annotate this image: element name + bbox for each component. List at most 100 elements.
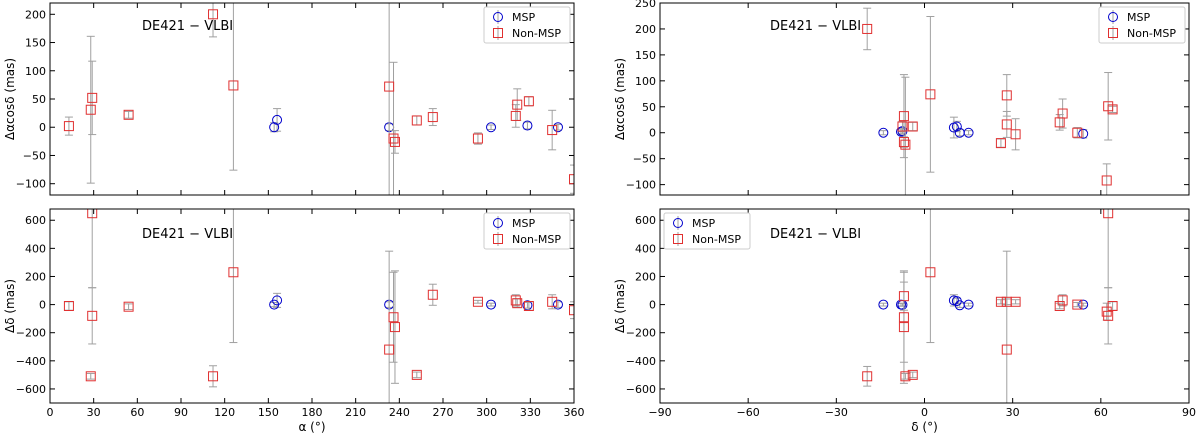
x-tick-label: 60 bbox=[1094, 406, 1108, 419]
msp-point bbox=[522, 120, 533, 131]
legend-msp-marker bbox=[673, 218, 683, 228]
nonmsp-point bbox=[898, 312, 909, 323]
legend-msp-marker bbox=[493, 218, 503, 228]
nonmsp-point bbox=[228, 80, 239, 91]
y-tick-label: 0 bbox=[649, 299, 656, 312]
nonmsp-point bbox=[427, 289, 438, 300]
legend-box bbox=[483, 212, 571, 250]
nonmsp-point bbox=[898, 111, 909, 122]
y-tick-label: −400 bbox=[16, 355, 46, 368]
x-tick-label: 180 bbox=[302, 406, 323, 419]
panel-title: DE421 − VLBI bbox=[770, 227, 861, 242]
msp-point bbox=[269, 122, 280, 133]
legend-box bbox=[663, 212, 751, 250]
legend-nonmsp-marker bbox=[673, 234, 683, 244]
legend-box bbox=[1098, 6, 1186, 44]
y-tick-label: 600 bbox=[635, 214, 656, 227]
legend-label: MSP bbox=[692, 217, 715, 230]
plot-frame bbox=[659, 208, 1190, 404]
x-tick-label: 90 bbox=[1182, 406, 1196, 419]
legend-label: Non-MSP bbox=[1127, 27, 1176, 40]
y-tick-label: 0 bbox=[649, 127, 656, 140]
plot-frame bbox=[659, 2, 1190, 196]
plot-area bbox=[862, 209, 1118, 403]
nonmsp-point bbox=[208, 9, 219, 20]
y-tick-label: 100 bbox=[25, 65, 46, 78]
x-tick-label: 300 bbox=[476, 406, 497, 419]
x-axis-label: δ (°) bbox=[911, 420, 938, 434]
nonmsp-point bbox=[898, 291, 909, 302]
nonmsp-point bbox=[569, 305, 574, 316]
x-tick-label: 0 bbox=[47, 406, 54, 419]
y-tick-label: 400 bbox=[25, 242, 46, 255]
panel-ra-ddec: 0 30 60 90 120 150 180 210 240 270 300 330 360 −600 −4… bbox=[3, 208, 585, 434]
nonmsp-point bbox=[411, 369, 422, 380]
y-axis-label: Δδ (mas) bbox=[3, 279, 17, 333]
nonmsp-point bbox=[472, 133, 483, 144]
y-tick-label: 0 bbox=[39, 299, 46, 312]
y-tick-label: −100 bbox=[626, 179, 656, 192]
legend-label: Non-MSP bbox=[512, 27, 561, 40]
nonmsp-point bbox=[389, 136, 400, 147]
nonmsp-point bbox=[1103, 209, 1114, 219]
y-axis-label: Δαcosδ (mas) bbox=[3, 58, 17, 140]
nonmsp-point bbox=[228, 267, 239, 278]
x-tick-label: 330 bbox=[520, 406, 541, 419]
nonmsp-point bbox=[1103, 310, 1114, 321]
legend-label: MSP bbox=[512, 11, 535, 24]
y-tick-label: 150 bbox=[635, 49, 656, 62]
x-tick-label: 0 bbox=[921, 406, 928, 419]
nonmsp-point bbox=[898, 137, 909, 148]
y-tick-label: 200 bbox=[635, 23, 656, 36]
nonmsp-point bbox=[1001, 119, 1012, 130]
nonmsp-point bbox=[862, 371, 873, 382]
x-tick-label: 360 bbox=[564, 406, 585, 419]
nonmsp-point bbox=[388, 312, 399, 323]
nonmsp-point bbox=[900, 139, 911, 150]
x-tick-label: 150 bbox=[258, 406, 279, 419]
msp-point bbox=[951, 121, 962, 132]
nonmsp-point bbox=[1057, 108, 1068, 119]
x-tick-label: 270 bbox=[433, 406, 454, 419]
msp-point bbox=[272, 114, 283, 125]
msp-point bbox=[486, 299, 497, 310]
y-tick-label: −50 bbox=[23, 149, 46, 162]
nonmsp-point bbox=[427, 112, 438, 123]
legend-label: Non-MSP bbox=[692, 233, 741, 246]
legend-nonmsp-marker bbox=[1108, 28, 1118, 38]
nonmsp-point bbox=[1107, 104, 1118, 115]
x-tick-label: 90 bbox=[174, 406, 188, 419]
nonmsp-point bbox=[87, 310, 98, 321]
nonmsp-point bbox=[411, 115, 422, 126]
y-tick-label: −400 bbox=[626, 355, 656, 368]
y-tick-label: −600 bbox=[626, 383, 656, 396]
msp-point bbox=[878, 127, 889, 138]
nonmsp-point bbox=[510, 110, 521, 121]
msp-point bbox=[963, 299, 974, 310]
nonmsp-point bbox=[512, 298, 523, 309]
plot-frame bbox=[49, 208, 575, 404]
nonmsp-point bbox=[862, 23, 873, 34]
nonmsp-point bbox=[523, 301, 534, 311]
msp-point bbox=[486, 122, 497, 133]
msp-point bbox=[963, 127, 974, 138]
y-tick-label: 250 bbox=[635, 0, 656, 10]
x-tick-label: 30 bbox=[1006, 406, 1020, 419]
nonmsp-point bbox=[208, 371, 219, 382]
nonmsp-point bbox=[995, 138, 1006, 149]
nonmsp-point bbox=[63, 301, 74, 311]
x-tick-label: 240 bbox=[389, 406, 410, 419]
nonmsp-point bbox=[87, 209, 98, 219]
legend: MSP Non-MSP bbox=[483, 6, 571, 44]
nonmsp-point bbox=[123, 301, 134, 312]
y-tick-label: 50 bbox=[642, 101, 656, 114]
legend: MSP Non-MSP bbox=[1098, 6, 1186, 44]
y-tick-label: −200 bbox=[626, 327, 656, 340]
y-tick-label: 100 bbox=[635, 75, 656, 88]
nonmsp-point bbox=[384, 344, 395, 355]
nonmsp-point bbox=[63, 121, 74, 132]
nonmsp-point bbox=[85, 371, 96, 382]
panel-dec-ddec: −90 −60 −30 0 30 60 90 −600 −400 −200 0 200 400 600 DE… bbox=[613, 208, 1196, 434]
nonmsp-point bbox=[900, 371, 911, 382]
